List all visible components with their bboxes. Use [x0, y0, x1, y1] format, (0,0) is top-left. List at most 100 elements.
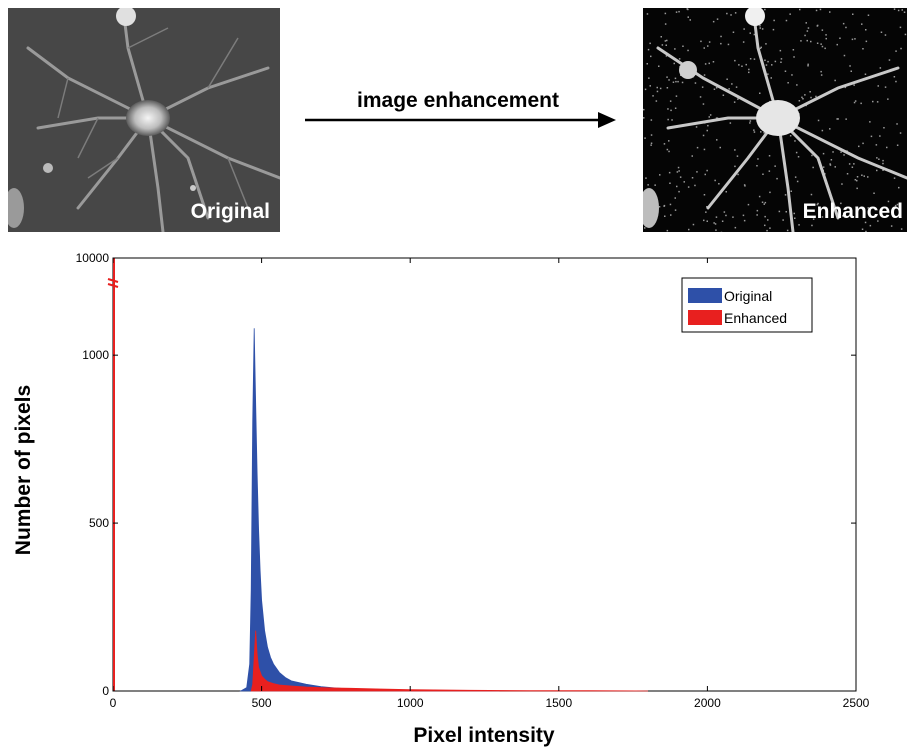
y-tick-label: 0 — [102, 684, 109, 698]
speckle — [805, 22, 807, 24]
speckle — [706, 206, 708, 208]
speckle — [854, 179, 857, 181]
speckle — [666, 76, 668, 78]
speckle — [647, 48, 650, 51]
speckle — [683, 181, 685, 183]
speckle — [843, 54, 846, 57]
speckle — [705, 211, 707, 213]
y-axis-label: Number of pixels — [12, 385, 35, 555]
speckle — [753, 129, 755, 131]
speckle — [673, 62, 675, 65]
speckle — [879, 67, 882, 69]
y-tick-label: 1000 — [82, 348, 109, 362]
speckle — [715, 117, 718, 119]
speckle — [672, 81, 675, 83]
speckle — [817, 202, 819, 205]
speckle — [712, 61, 715, 63]
speckle — [764, 201, 767, 204]
speckle — [760, 131, 762, 133]
speckle — [666, 148, 669, 151]
speckle — [667, 118, 669, 121]
speckle — [722, 94, 725, 96]
speckle — [772, 28, 775, 31]
speckle — [820, 74, 823, 76]
speckle — [767, 60, 769, 63]
speckle — [664, 23, 667, 25]
enhanced-neuron-picture — [643, 8, 907, 232]
speckle — [815, 9, 818, 12]
speckle — [715, 229, 717, 231]
speckle — [706, 129, 708, 132]
speckle — [666, 87, 669, 89]
speckle — [753, 131, 756, 133]
y-tick-label: 500 — [89, 516, 109, 530]
speckle — [707, 45, 709, 47]
speckle — [650, 144, 652, 146]
speckle — [769, 227, 771, 229]
speckle — [896, 123, 898, 125]
speckle — [865, 40, 868, 43]
speckle — [681, 81, 684, 84]
speckle — [671, 119, 673, 121]
original-neuron-picture — [8, 8, 280, 232]
speckle — [702, 134, 705, 137]
speckle — [643, 117, 645, 119]
speckle — [816, 203, 819, 206]
speckle — [780, 58, 783, 60]
histogram-chart: 0 500 1000 1500 2000 2500 0 500 1000 10000 Pixel … — [12, 251, 870, 747]
speckle — [765, 43, 767, 45]
speckle — [818, 213, 820, 216]
enhanced-label: Enhanced — [802, 200, 903, 223]
speckle — [647, 184, 649, 186]
speckle — [652, 95, 654, 97]
speckle — [663, 205, 665, 207]
speckle — [820, 70, 822, 73]
speckle — [773, 19, 775, 22]
speckle — [850, 70, 852, 72]
speckle — [732, 31, 735, 33]
legend-swatch — [688, 288, 722, 303]
speckle — [716, 117, 719, 119]
speckle — [659, 174, 661, 176]
legend-entry: Enhanced — [724, 310, 787, 326]
speckle — [807, 27, 810, 29]
speckle — [737, 98, 739, 100]
speckle — [854, 100, 857, 102]
speckle — [650, 134, 653, 136]
speckle — [730, 14, 732, 16]
speckle — [785, 211, 787, 213]
speckle — [793, 212, 795, 215]
speckle — [862, 142, 864, 145]
speckle — [749, 122, 751, 124]
speckle — [867, 207, 869, 209]
speckle — [848, 163, 851, 165]
speckle — [904, 33, 907, 36]
speckle — [668, 140, 670, 142]
speckle — [696, 171, 698, 173]
speckle — [675, 80, 677, 83]
speckle — [643, 108, 645, 111]
speckle — [714, 179, 716, 182]
speckle — [763, 131, 765, 134]
speckle — [756, 209, 759, 212]
speckle — [872, 100, 874, 103]
speckle — [864, 221, 867, 224]
speckle — [851, 166, 854, 168]
speckle — [792, 49, 795, 51]
speckle — [811, 154, 813, 157]
speckle — [806, 39, 808, 42]
x-tick-label: 2500 — [843, 696, 870, 710]
speckle — [707, 124, 709, 127]
speckle — [759, 47, 762, 50]
speckle — [748, 68, 750, 71]
speckle — [807, 63, 809, 66]
speckle — [799, 8, 801, 11]
speckle — [840, 151, 842, 153]
speckle — [815, 95, 817, 98]
speckle — [679, 176, 682, 178]
speckle — [759, 27, 761, 29]
speckle — [779, 49, 782, 52]
speckle — [829, 11, 831, 13]
speckle — [694, 82, 697, 84]
speckle — [674, 107, 677, 109]
